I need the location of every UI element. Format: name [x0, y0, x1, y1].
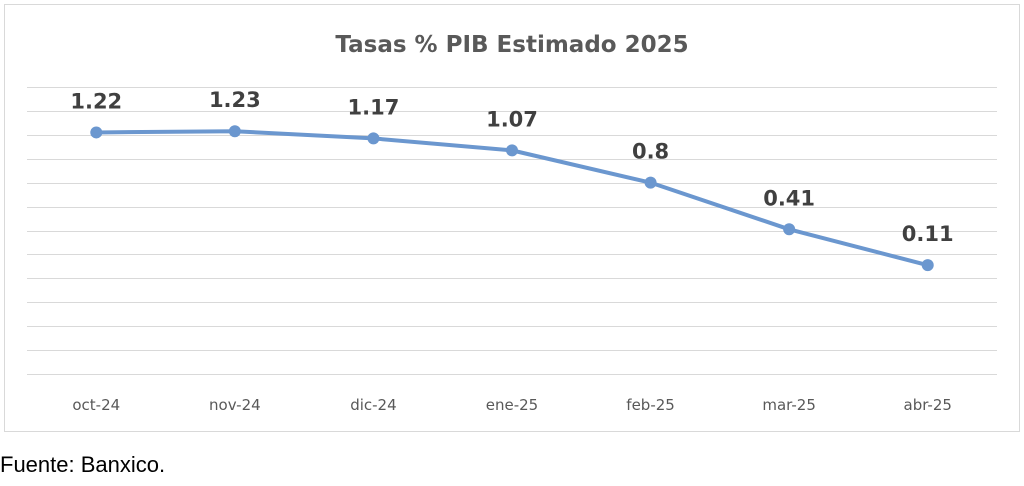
data-label: 0.11	[902, 222, 954, 246]
line-chart: Tasas % PIB Estimado 2025 oct-24 nov-24 di…	[27, 32, 997, 414]
gridlines	[27, 87, 997, 375]
data-label: 1.07	[486, 107, 538, 131]
data-point	[921, 259, 934, 272]
data-point	[367, 132, 380, 145]
x-axis-ticks: oct-24 nov-24 dic-24 ene-25 feb-25 mar-25 abr-…	[72, 396, 952, 414]
data-label: 1.23	[209, 88, 261, 112]
data-point	[783, 223, 796, 236]
data-label: 0.8	[632, 140, 669, 164]
x-tick-label: ene-25	[486, 396, 538, 414]
data-label: 1.17	[348, 95, 400, 119]
x-tick-label: oct-24	[72, 396, 120, 414]
chart-frame	[4, 4, 1020, 432]
data-label: 0.41	[763, 186, 815, 210]
source-note: Fuente: Banxico.	[0, 452, 166, 477]
data-point	[644, 176, 657, 189]
x-tick-label: nov-24	[209, 396, 261, 414]
x-tick-label: abr-25	[904, 396, 952, 414]
data-label: 1.22	[70, 89, 122, 113]
x-tick-label: dic-24	[350, 396, 396, 414]
data-point	[90, 126, 103, 139]
data-labels: 1.22 1.23 1.17 1.07 0.8 0.41 0.11	[70, 88, 953, 246]
x-tick-label: mar-25	[762, 396, 816, 414]
data-point	[506, 144, 518, 157]
data-points	[90, 125, 934, 272]
data-point	[228, 125, 241, 138]
chart-title: Tasas % PIB Estimado 2025	[335, 32, 688, 58]
x-tick-label: feb-25	[626, 396, 675, 414]
